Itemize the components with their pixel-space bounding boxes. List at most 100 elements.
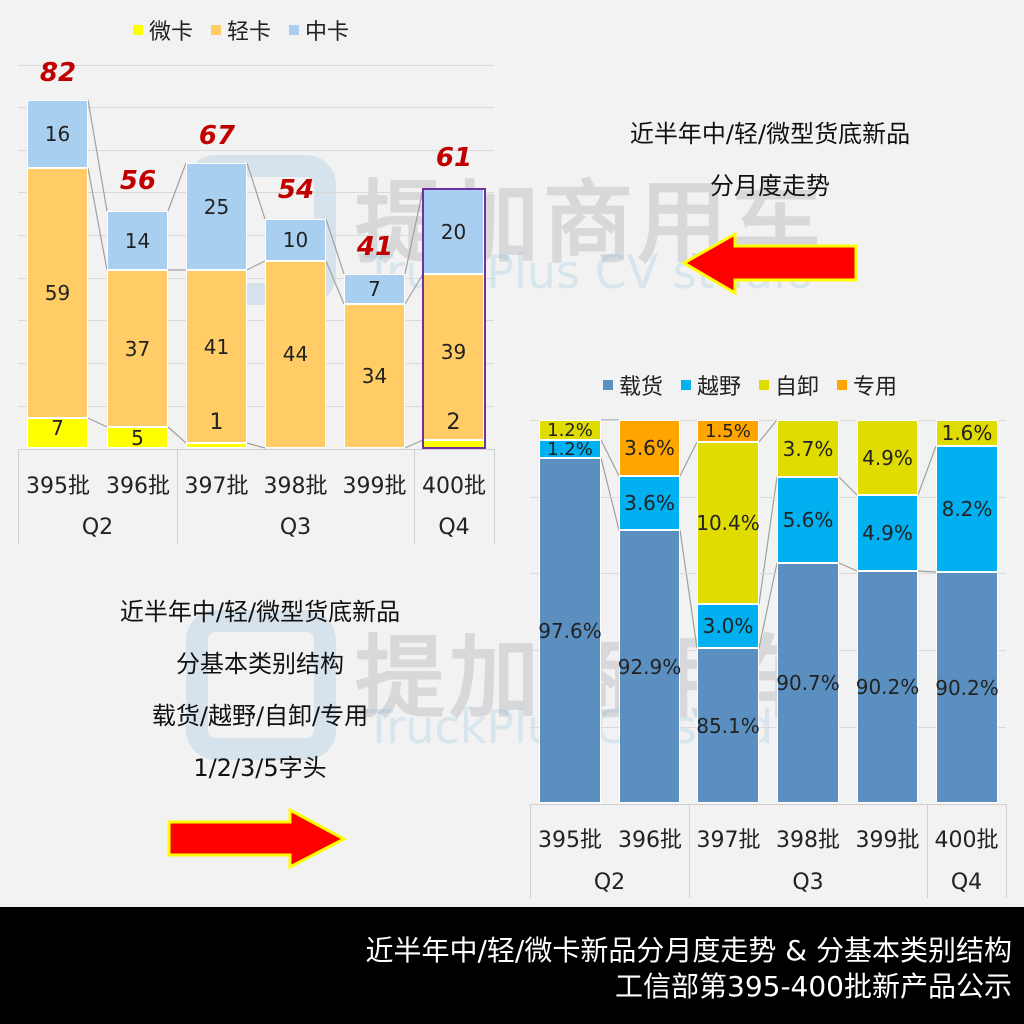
quarter-label: Q2 xyxy=(81,515,114,540)
bar-segment-medium: 20 xyxy=(423,189,484,274)
value-label: 16 xyxy=(44,122,71,146)
bar-segment-light: 37 xyxy=(107,270,168,427)
value-label: 1 xyxy=(209,410,224,435)
bar-segment-offroad: 8.2% xyxy=(936,446,998,572)
value-label: 90.7% xyxy=(776,671,840,695)
legend-label: 轻卡 xyxy=(227,20,272,45)
bar-total-label: 82 xyxy=(39,58,77,88)
value-label: 41 xyxy=(203,334,230,359)
axis-divider xyxy=(530,804,531,898)
value-label: 4.9% xyxy=(862,445,913,470)
bar-segment-cargo: 90.7% xyxy=(776,563,840,803)
legend-item-cargo: 载货 xyxy=(603,369,663,401)
value-label: 20 xyxy=(440,219,467,244)
right-chart-legend: 载货 越野 自卸 专用 xyxy=(603,369,897,401)
bar-segment-offroad: 4.9% xyxy=(857,495,918,571)
highlight-box xyxy=(422,188,486,449)
value-label: 3.0% xyxy=(702,614,754,638)
value-label: 4.9% xyxy=(862,521,913,545)
bar-segment-dump: 4.9% xyxy=(857,420,918,495)
x-tick-label: 399批 xyxy=(342,474,407,499)
gridline xyxy=(530,650,1006,651)
gridline xyxy=(18,65,494,66)
bar-segment-offroad: 1.2% xyxy=(539,439,601,460)
legend-label: 越野 xyxy=(697,375,742,400)
gridline xyxy=(530,573,1006,574)
axis-divider xyxy=(1006,804,1007,898)
bar-segment-micro xyxy=(186,443,247,448)
bar-total-label: 56 xyxy=(119,166,157,196)
note-line: 分月度走势 xyxy=(710,172,830,200)
left-chart-legend: 微卡 轻卡 中卡 xyxy=(133,14,349,46)
axis-divider xyxy=(177,449,178,544)
quarter-label: Q2 xyxy=(593,870,626,895)
legend-item-offroad: 越野 xyxy=(681,369,741,401)
legend-label: 专用 xyxy=(853,375,898,400)
value-label: 8.2% xyxy=(941,497,993,521)
quarter-label: Q3 xyxy=(279,515,312,540)
bar-segment-light: 34 xyxy=(344,304,405,448)
bar-segment-medium: 7 xyxy=(344,274,405,304)
legend-item-micro: 微卡 xyxy=(133,14,193,46)
value-label: 1.2% xyxy=(547,419,593,441)
value-label: 85.1% xyxy=(696,713,760,738)
legend-swatch-icon xyxy=(603,380,613,390)
legend-swatch-icon xyxy=(837,380,848,390)
x-tick-label: 398批 xyxy=(263,474,328,499)
value-label: 3.7% xyxy=(782,436,834,461)
axis-divider xyxy=(18,449,19,544)
bar-segment-offroad: 3.6% xyxy=(619,476,680,530)
bar-segment-dump: 3.7% xyxy=(777,420,839,477)
arrow-left-icon xyxy=(681,232,858,296)
x-tick-label: 400批 xyxy=(422,474,486,499)
x-tick-label: 400批 xyxy=(934,828,999,853)
value-label: 25 xyxy=(203,194,230,219)
x-tick-label: 397批 xyxy=(184,474,249,499)
axis-divider xyxy=(927,804,928,898)
bar-segment-cargo: 85.1% xyxy=(696,648,760,803)
bar-total-label: 41 xyxy=(356,232,394,262)
gridline xyxy=(18,363,494,364)
gridline xyxy=(18,406,494,407)
bar-segment-light: 59 xyxy=(27,168,88,418)
value-label: 44 xyxy=(282,341,309,366)
note-line: 分基本类别结构 xyxy=(176,650,344,678)
value-label: 1.5% xyxy=(705,420,751,442)
footer-subtitle: 工信部第395-400批新产品公示 xyxy=(615,970,1012,1003)
bar-segment-cargo: 97.6% xyxy=(538,458,602,803)
bar-segment-medium: 14 xyxy=(107,211,168,270)
arrow-right-icon xyxy=(167,808,348,870)
value-label: 92.9% xyxy=(617,654,682,679)
note-line: 载货/越野/自卸/专用 xyxy=(151,702,369,730)
value-label: 1.6% xyxy=(941,421,993,445)
gridline xyxy=(18,107,494,108)
legend-item-dump: 自卸 xyxy=(759,369,819,401)
legend-swatch-icon xyxy=(289,25,300,35)
value-label: 34 xyxy=(361,364,388,388)
legend-item-light: 轻卡 xyxy=(211,14,271,46)
gridline xyxy=(530,420,1006,421)
value-label: 5 xyxy=(131,425,144,450)
x-tick-label: 397批 xyxy=(696,828,761,853)
bar-segment-micro: 5 xyxy=(107,425,168,450)
footer-title: 近半年中/轻/微卡新品分月度走势 & 分基本类别结构 xyxy=(365,934,1012,967)
gridline xyxy=(18,235,494,236)
bar-segment-cargo: 92.9% xyxy=(617,530,682,803)
value-label: 3.6% xyxy=(624,491,675,515)
gridline xyxy=(530,727,1006,728)
bar-segment-medium: 16 xyxy=(27,100,88,168)
bar-segment-light: 41 xyxy=(186,270,247,443)
value-label: 5.6% xyxy=(782,508,834,532)
legend-swatch-icon xyxy=(759,380,770,390)
x-tick-label: 398批 xyxy=(776,828,840,853)
bar-segment-cargo: 90.2% xyxy=(935,572,999,803)
x-tick-label: 395批 xyxy=(26,474,90,499)
footer-banner: 近半年中/轻/微卡新品分月度走势 & 分基本类别结构 工信部第395-400批新… xyxy=(0,907,1024,1024)
x-tick-label: 396批 xyxy=(106,474,170,499)
bar-segment-special: 3.6% xyxy=(619,420,680,476)
x-tick-label: 396批 xyxy=(618,828,682,853)
bar-segment-dump: 1.6% xyxy=(936,420,998,446)
x-tick-label: 395批 xyxy=(538,828,602,853)
bar-segment-offroad: 3.0% xyxy=(697,604,759,648)
bar-segment-light: 44 xyxy=(265,261,326,448)
